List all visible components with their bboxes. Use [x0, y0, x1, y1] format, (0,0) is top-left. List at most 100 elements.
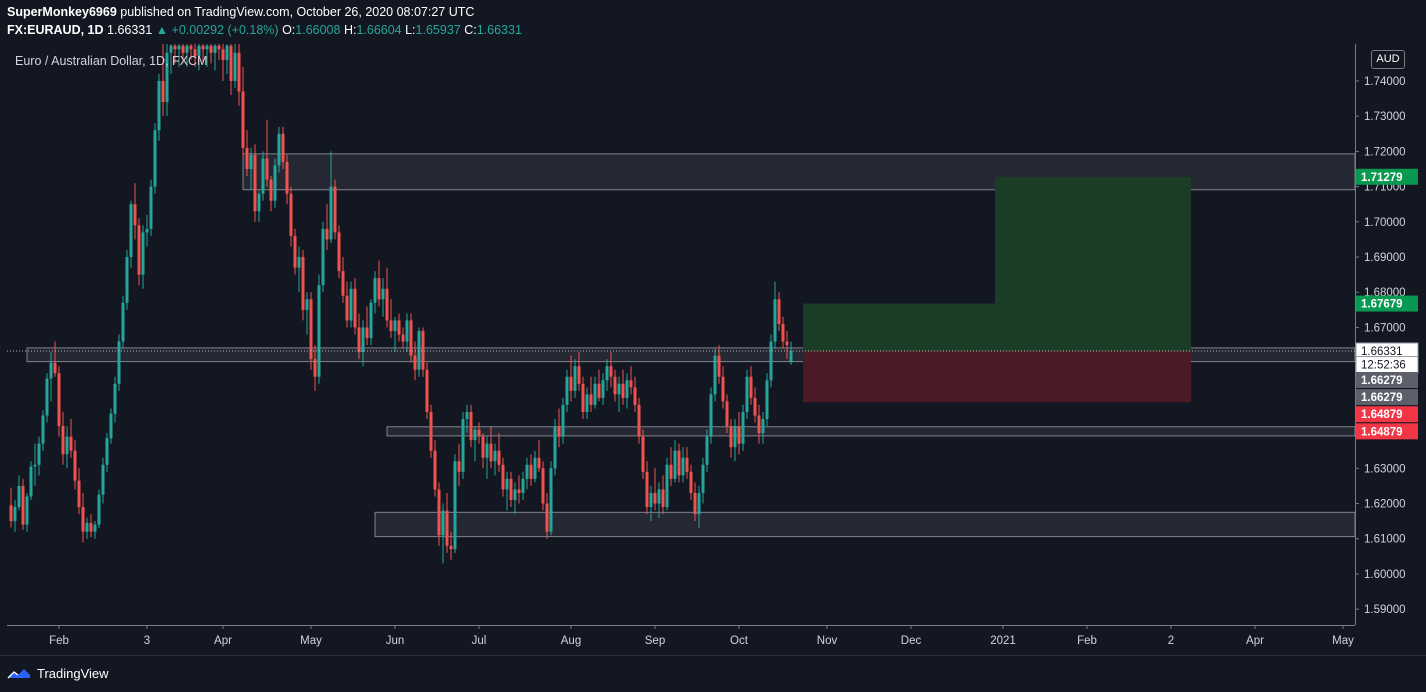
candle — [657, 482, 661, 518]
candle — [441, 503, 445, 564]
high-label: H: — [343, 23, 357, 37]
candle — [333, 179, 337, 240]
candle-body — [385, 288, 389, 321]
candle-body — [389, 320, 393, 331]
candle-body — [37, 443, 41, 465]
candle — [569, 355, 573, 402]
currency-badge[interactable]: AUD — [1371, 50, 1405, 69]
candle — [77, 468, 81, 515]
candle — [393, 316, 397, 353]
candle — [373, 271, 377, 314]
candle — [73, 440, 77, 490]
candle — [161, 44, 165, 117]
y-tick-label: 1.61000 — [1364, 534, 1406, 546]
candle-body — [277, 133, 281, 166]
candle — [429, 404, 433, 458]
candle-body — [465, 411, 469, 420]
candle-body — [577, 366, 581, 384]
tradingview-cloud-icon — [7, 669, 30, 679]
candle-body — [521, 478, 525, 493]
candle — [469, 404, 473, 448]
price-tag-gray: 1.66279 — [1356, 389, 1418, 406]
candle — [241, 66, 245, 159]
candle — [105, 433, 109, 472]
candle-body — [257, 193, 261, 212]
candle-body — [25, 496, 29, 525]
x-tick-label: Nov — [817, 635, 838, 647]
candle-body — [349, 288, 353, 321]
candle — [273, 158, 277, 208]
candle — [21, 478, 25, 530]
candle-body — [713, 355, 717, 395]
candle — [425, 362, 429, 420]
publish-info: SuperMonkey6969 published on TradingView… — [7, 5, 474, 19]
x-tick-label: May — [1332, 635, 1354, 647]
candle — [121, 295, 125, 349]
candle — [517, 475, 521, 504]
candle-body — [173, 45, 177, 50]
candle-body — [85, 522, 89, 532]
candle — [233, 44, 237, 89]
x-tick-label: Apr — [1246, 635, 1264, 647]
candle-body — [681, 457, 685, 476]
price-tag-bg — [1356, 423, 1418, 440]
stop-zone — [803, 351, 1191, 403]
candle-body — [529, 464, 533, 479]
candle-body — [437, 489, 441, 536]
price-tag-label: 1.64879 — [1361, 409, 1403, 421]
candle — [245, 130, 249, 177]
candle — [397, 313, 401, 342]
candle — [125, 249, 129, 310]
candle — [413, 341, 417, 381]
candle-body — [645, 471, 649, 508]
candle — [201, 44, 205, 64]
candle-body — [749, 376, 753, 398]
open-label: O: — [282, 23, 296, 37]
candle — [745, 369, 749, 420]
candle-body — [557, 426, 561, 437]
candle — [377, 260, 381, 307]
x-tick-label: Aug — [561, 635, 581, 647]
candle-body — [485, 443, 489, 458]
publisher-name[interactable]: SuperMonkey6969 — [7, 5, 117, 19]
tradingview-logo[interactable]: TradingView — [6, 665, 109, 681]
candle — [189, 44, 193, 60]
candle — [129, 200, 133, 268]
candle-body — [553, 426, 557, 469]
candle-body — [289, 193, 293, 236]
candle-body — [573, 366, 577, 391]
price-tag-label: 1.64879 — [1361, 426, 1403, 438]
candle-body — [709, 394, 713, 437]
candle — [101, 457, 105, 504]
candle — [577, 352, 581, 391]
candle-body — [649, 492, 653, 508]
candle — [205, 44, 209, 67]
candle — [669, 447, 673, 486]
candle-body — [537, 457, 541, 469]
tradingview-brand: TradingView — [37, 665, 109, 681]
candle — [473, 426, 477, 462]
candle-body — [729, 426, 733, 448]
candle — [677, 443, 681, 483]
candle-body — [421, 330, 425, 370]
candle-body — [177, 45, 181, 50]
candle-body — [597, 383, 601, 398]
candle-body — [565, 376, 569, 405]
candle-body — [321, 228, 325, 286]
candle — [457, 443, 461, 486]
symbol-label[interactable]: FX:EURAUD, 1D — [7, 23, 104, 37]
candle — [661, 475, 665, 515]
price-tag-last: 1.66331 — [1355, 342, 1419, 360]
candle-body — [93, 524, 97, 532]
candle — [197, 44, 201, 71]
candle — [629, 366, 633, 395]
price-tag-label: 1.71279 — [1361, 172, 1403, 184]
candle — [613, 369, 617, 402]
candle — [773, 281, 777, 349]
price-tag-bg — [1356, 168, 1418, 185]
candle-body — [333, 186, 337, 233]
candle — [61, 411, 65, 465]
candle-body — [241, 91, 245, 148]
candle-body — [297, 257, 301, 268]
